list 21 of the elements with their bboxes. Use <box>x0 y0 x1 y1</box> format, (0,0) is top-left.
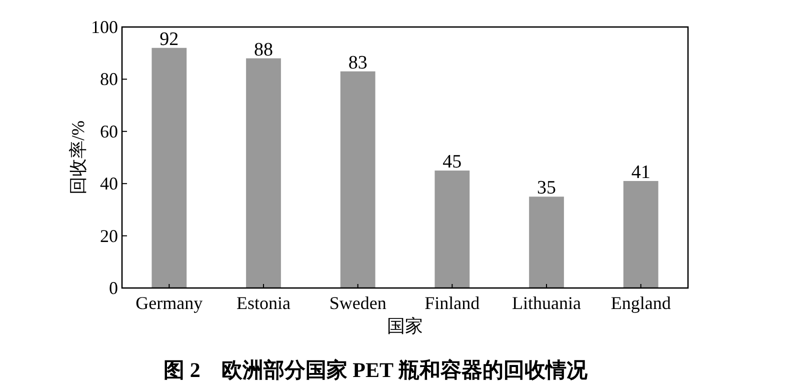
x-tick-label: Sweden <box>329 293 386 313</box>
x-axis-title: 国家 <box>387 316 423 336</box>
x-tick-label: Finland <box>424 293 480 313</box>
data-label: 83 <box>348 52 368 74</box>
y-tick-label: 20 <box>100 226 118 246</box>
data-label: 45 <box>442 152 462 173</box>
y-axis-title: 回收率/% <box>68 120 88 194</box>
y-tick-label: 100 <box>91 17 118 37</box>
x-tick-label: Lithuania <box>512 293 581 313</box>
x-tick-label: Estonia <box>236 293 290 313</box>
x-tick-label: England <box>610 293 671 313</box>
data-label: 35 <box>537 178 556 199</box>
data-label: 41 <box>631 162 650 183</box>
y-tick-label: 0 <box>109 278 118 298</box>
data-label: 88 <box>254 39 273 60</box>
y-tick-label: 40 <box>100 174 118 194</box>
y-tick-label: 60 <box>100 121 118 142</box>
x-tick-label: Germany <box>136 293 203 313</box>
y-tick-label: 80 <box>100 69 118 90</box>
text: 图 2 欧洲部分国家 PET 瓶和容器的回收情况 <box>164 358 588 382</box>
data-label: 92 <box>160 28 179 50</box>
